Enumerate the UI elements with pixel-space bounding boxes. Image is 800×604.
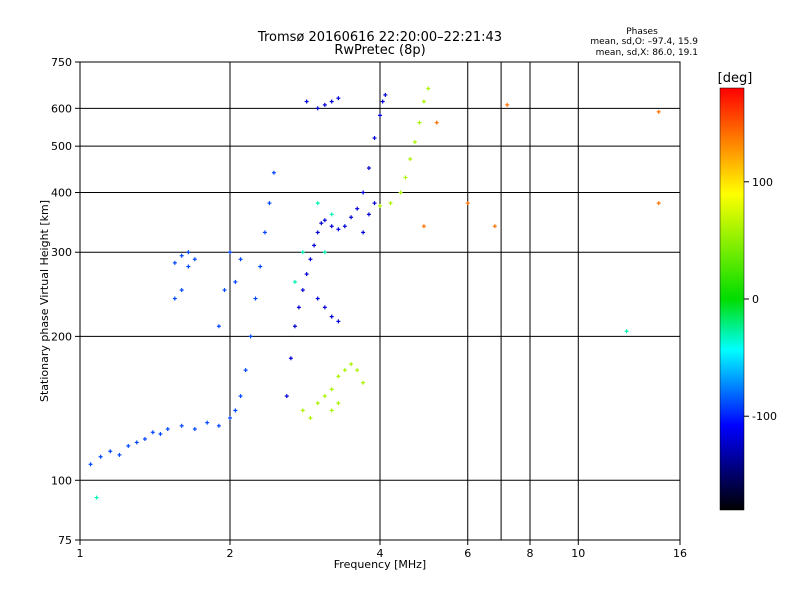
x-tick-label: 10 — [571, 547, 585, 560]
x-tick-label: 8 — [527, 547, 534, 560]
y-axis-label: Stationary phase Virtual Height [km] — [38, 200, 51, 402]
chart-title: Tromsø 20160616 22:20:00–22:21:43 — [257, 30, 502, 45]
x-tick-label: 1 — [77, 547, 84, 560]
x-axis-ticks: 1 2 4 6 8 10 16 — [77, 540, 687, 560]
y-tick-label: 400 — [51, 186, 72, 199]
y-tick-label: 75 — [58, 534, 72, 547]
y-tick-label: 100 — [51, 474, 72, 487]
y-tick-label: 500 — [51, 140, 72, 153]
grid-lines — [80, 62, 680, 540]
y-tick-label: 300 — [51, 246, 72, 259]
x-tick-label: 6 — [464, 547, 471, 560]
x-tick-label: 16 — [673, 547, 687, 560]
colorbar-tick-label: 0 — [752, 293, 759, 306]
colorbar — [719, 87, 745, 511]
colorbar-tick-label: -100 — [752, 410, 777, 423]
chart-subtitle: RwPretec (8p) — [334, 43, 425, 58]
colorbar-ticks: 100 0 -100 — [744, 176, 777, 423]
y-tick-label: 200 — [51, 330, 72, 343]
y-tick-label: 600 — [51, 102, 72, 115]
x-axis-label: Frequency [MHz] — [334, 558, 426, 571]
y-tick-label: 750 — [51, 56, 72, 69]
x-tick-label: 2 — [227, 547, 234, 560]
colorbar-label: [deg] — [718, 71, 753, 86]
scatter-points — [88, 86, 661, 500]
x-tick-label: 4 — [377, 547, 384, 560]
phases-mean-o: mean, sd,O: –97.4, 15.9 — [590, 37, 698, 47]
phases-mean-x: mean, sd,X: 86.0, 19.1 — [596, 48, 698, 58]
phases-title: Phases — [626, 27, 658, 37]
colorbar-tick-label: 100 — [752, 176, 773, 189]
y-axis-ticks: 75 100 200 300 400 500 600 750 — [51, 56, 80, 547]
